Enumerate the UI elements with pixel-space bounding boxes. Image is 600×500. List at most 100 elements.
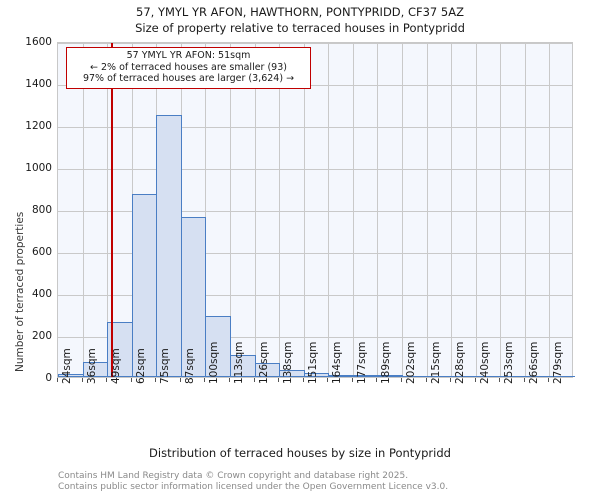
x-axis-tick-mark bbox=[303, 378, 304, 382]
x-axis-tick-label: 24sqm bbox=[61, 348, 73, 384]
footer-line-2: Contains public sector information licen… bbox=[58, 482, 449, 492]
histogram-bar bbox=[427, 376, 452, 377]
y-axis-tick-label: 1600 bbox=[25, 36, 52, 48]
x-axis-tick-label: 253sqm bbox=[503, 341, 515, 384]
gridline-vertical bbox=[230, 43, 231, 377]
y-axis-tick-label: 1200 bbox=[25, 120, 52, 132]
histogram-bar bbox=[402, 376, 428, 377]
plot-area bbox=[57, 42, 575, 378]
x-axis-tick-mark bbox=[180, 378, 181, 382]
x-axis-tick-mark bbox=[524, 378, 525, 382]
property-annotation-box: 57 YMYL YR AFON: 51sqm ← 2% of terraced … bbox=[66, 47, 311, 89]
annotation-line-2: ← 2% of terraced houses are smaller (93) bbox=[90, 61, 287, 73]
histogram-bar bbox=[451, 376, 477, 377]
page-title: 57, YMYL YR AFON, HAWTHORN, PONTYPRIDD, … bbox=[136, 5, 464, 19]
x-axis-tick-label: 164sqm bbox=[331, 341, 343, 384]
histogram-bar bbox=[549, 376, 575, 377]
x-axis-tick-label: 87sqm bbox=[184, 348, 196, 384]
x-axis-tick-label: 215sqm bbox=[430, 341, 442, 384]
x-axis-tick-mark bbox=[278, 378, 279, 382]
x-axis-tick-label: 151sqm bbox=[307, 341, 319, 384]
x-axis-tick-label: 113sqm bbox=[233, 341, 245, 384]
gridline-vertical bbox=[525, 43, 526, 377]
x-axis-tick-mark bbox=[352, 378, 353, 382]
gridline-vertical bbox=[83, 43, 84, 377]
x-axis-tick-label: 75sqm bbox=[159, 348, 171, 384]
y-axis-tick-label: 600 bbox=[31, 246, 52, 258]
x-axis-tick-mark bbox=[475, 378, 476, 382]
y-axis-tick-labels: 0 200 400 600 800 1000 1200 1400 1600 bbox=[0, 0, 52, 500]
histogram-bar bbox=[476, 376, 501, 377]
gridline-vertical bbox=[205, 43, 206, 377]
gridline-vertical bbox=[549, 43, 550, 377]
x-axis-tick-mark bbox=[499, 378, 500, 382]
x-axis-tick-mark bbox=[548, 378, 549, 382]
chart-subtitle: Size of property relative to terraced ho… bbox=[135, 21, 465, 35]
gridline-horizontal bbox=[58, 127, 572, 128]
histogram-bar bbox=[500, 376, 526, 377]
gridline-vertical bbox=[377, 43, 378, 377]
x-axis-tick-label: 36sqm bbox=[86, 348, 98, 384]
x-axis-tick-mark bbox=[82, 378, 83, 382]
x-axis-tick-mark bbox=[376, 378, 377, 382]
y-axis-tick-label: 1000 bbox=[25, 162, 52, 174]
histogram-bar bbox=[525, 376, 550, 377]
x-axis-tick-label: 100sqm bbox=[208, 341, 220, 384]
gridline-horizontal bbox=[58, 337, 572, 338]
footer-attribution: Contains HM Land Registry data © Crown c… bbox=[58, 471, 578, 493]
x-axis-tick-label: 189sqm bbox=[380, 341, 392, 384]
x-axis-tick-mark bbox=[327, 378, 328, 382]
gridline-vertical bbox=[500, 43, 501, 377]
gridline-vertical bbox=[279, 43, 280, 377]
x-axis-tick-mark bbox=[204, 378, 205, 382]
chart-title-block: 57, YMYL YR AFON, HAWTHORN, PONTYPRIDD, … bbox=[0, 4, 600, 36]
gridline-vertical bbox=[427, 43, 428, 377]
x-axis-tick-mark bbox=[254, 378, 255, 382]
x-axis-tick-mark bbox=[426, 378, 427, 382]
x-axis-tick-label: 177sqm bbox=[356, 341, 368, 384]
gridline-horizontal bbox=[58, 85, 572, 86]
gridline-horizontal bbox=[58, 43, 572, 44]
gridline-horizontal bbox=[58, 169, 572, 170]
gridline-vertical bbox=[353, 43, 354, 377]
gridline-vertical bbox=[255, 43, 256, 377]
x-axis-title: Distribution of terraced houses by size … bbox=[149, 446, 451, 460]
x-axis-tick-mark bbox=[229, 378, 230, 382]
x-axis-tick-label: 279sqm bbox=[552, 341, 564, 384]
property-marker-line bbox=[111, 43, 113, 377]
x-axis-tick-mark bbox=[401, 378, 402, 382]
x-axis-tick-mark bbox=[155, 378, 156, 382]
x-axis-tick-mark bbox=[450, 378, 451, 382]
gridline-vertical bbox=[304, 43, 305, 377]
footer-line-1: Contains HM Land Registry data © Crown c… bbox=[58, 471, 409, 481]
x-axis-tick-label: 202sqm bbox=[405, 341, 417, 384]
x-axis-tick-mark bbox=[57, 378, 58, 382]
y-axis-tick-label: 400 bbox=[31, 288, 52, 300]
y-axis-tick-label: 0 bbox=[45, 372, 52, 384]
gridline-vertical bbox=[107, 43, 108, 377]
gridline-horizontal bbox=[58, 211, 572, 212]
x-axis-tick-mark bbox=[131, 378, 132, 382]
gridline-vertical bbox=[402, 43, 403, 377]
gridline-vertical bbox=[476, 43, 477, 377]
annotation-line-3: 97% of terraced houses are larger (3,624… bbox=[82, 73, 295, 84]
annotation-line-1: 57 YMYL YR AFON: 51sqm bbox=[126, 50, 251, 61]
x-axis-tick-label: 49sqm bbox=[110, 348, 122, 384]
x-axis-tick-label: 126sqm bbox=[258, 341, 270, 384]
histogram-bar bbox=[156, 114, 182, 377]
histogram-bar bbox=[205, 316, 231, 377]
y-axis-tick-label: 200 bbox=[31, 330, 52, 342]
x-axis-tick-label: 62sqm bbox=[135, 348, 147, 384]
x-axis-tick-label: 138sqm bbox=[282, 341, 294, 384]
x-axis-tick-label: 240sqm bbox=[479, 341, 491, 384]
gridline-horizontal bbox=[58, 253, 572, 254]
histogram-bar bbox=[181, 217, 206, 377]
gridline-vertical bbox=[451, 43, 452, 377]
gridline-horizontal bbox=[58, 295, 572, 296]
y-axis-tick-label: 1400 bbox=[25, 78, 52, 90]
x-axis-tick-label: 228sqm bbox=[454, 341, 466, 384]
x-axis-tick-mark bbox=[106, 378, 107, 382]
histogram-bars bbox=[58, 43, 575, 377]
x-axis-tick-label: 266sqm bbox=[528, 341, 540, 384]
gridline-vertical bbox=[328, 43, 329, 377]
